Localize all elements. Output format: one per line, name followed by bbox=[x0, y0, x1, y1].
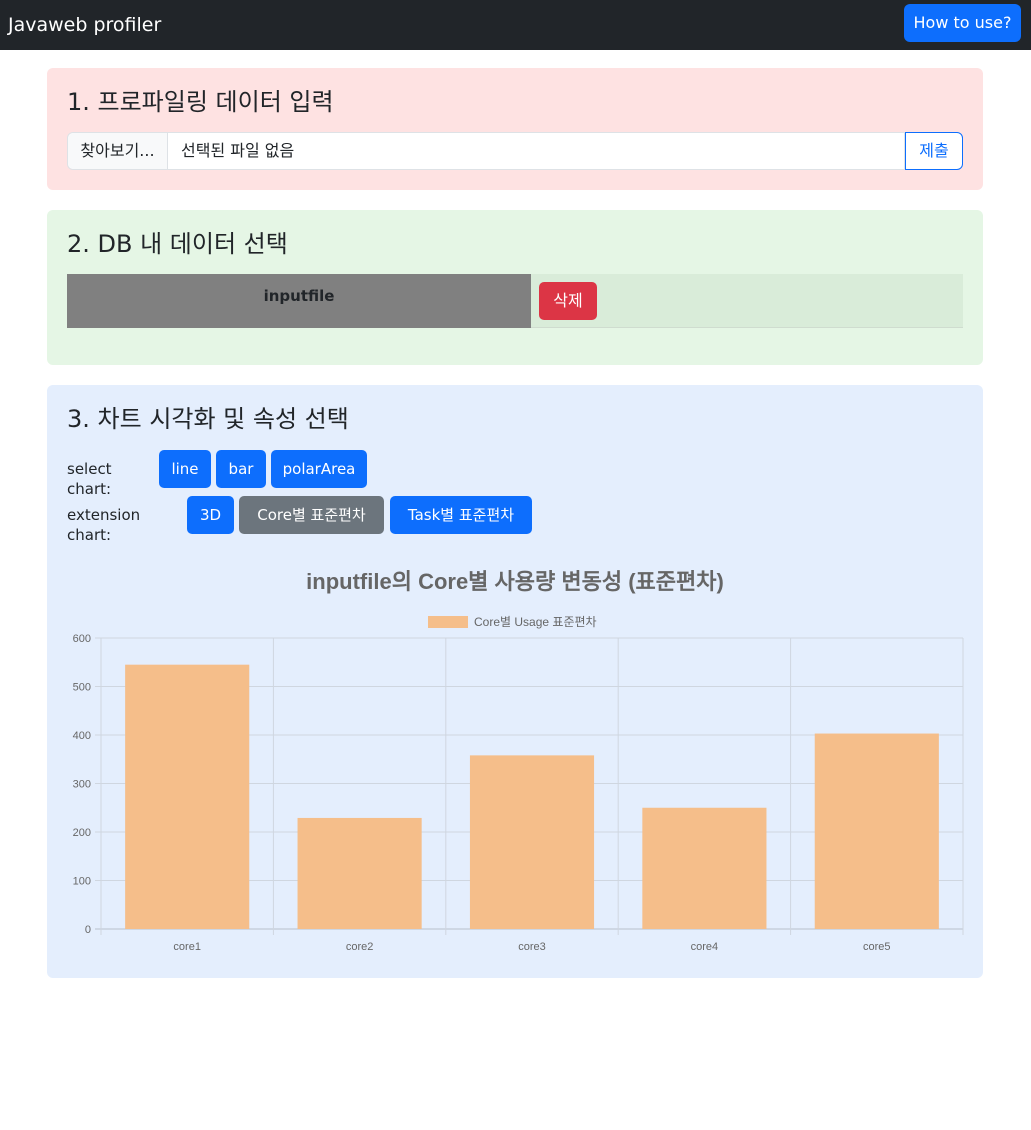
x-tick-label: core2 bbox=[346, 941, 374, 953]
file-input[interactable]: 찾아보기... 선택된 파일 없음 bbox=[67, 132, 905, 170]
bar-chart: inputfile의 Core별 사용량 변동성 (표준편차) Core별 Us… bbox=[73, 569, 964, 953]
x-tick-label: core4 bbox=[691, 941, 719, 953]
y-tick-label: 0 bbox=[85, 924, 91, 936]
bar-core4 bbox=[642, 807, 767, 929]
polar-area-chart-button[interactable]: polarArea bbox=[271, 450, 367, 488]
upload-panel: 1. 프로파일링 데이터 입력 찾아보기... 선택된 파일 없음 제출 bbox=[47, 68, 983, 190]
select-chart-label: select chart: bbox=[67, 460, 112, 498]
line-chart-button[interactable]: line bbox=[159, 450, 211, 488]
y-tick-label: 500 bbox=[73, 682, 91, 694]
bar-chart-button[interactable]: bar bbox=[216, 450, 266, 488]
y-tick-label: 400 bbox=[73, 730, 91, 742]
legend-swatch bbox=[428, 616, 468, 628]
navbar: Javaweb profiler How to use? bbox=[0, 0, 1031, 50]
file-status-text: 선택된 파일 없음 bbox=[181, 141, 295, 160]
bar-core5 bbox=[814, 733, 939, 929]
how-to-use-button[interactable]: How to use? bbox=[904, 4, 1021, 42]
db-action-cell: 삭제 bbox=[531, 274, 963, 328]
chart-panel: 3. 차트 시각화 및 속성 선택 select chart: line bar… bbox=[47, 385, 983, 978]
y-tick-label: 200 bbox=[73, 827, 91, 839]
legend-label: Core별 Usage 표준편차 bbox=[474, 615, 597, 629]
table-row: inputfile 삭제 bbox=[67, 274, 963, 328]
brand-title[interactable]: Javaweb profiler bbox=[8, 14, 162, 36]
delete-button[interactable]: 삭제 bbox=[539, 282, 597, 320]
x-tick-label: core3 bbox=[518, 941, 546, 953]
y-tick-label: 300 bbox=[73, 779, 91, 791]
y-tick-label: 100 bbox=[73, 876, 91, 888]
extension-chart-label: extension chart: bbox=[67, 506, 141, 544]
3d-chart-button[interactable]: 3D bbox=[187, 496, 234, 534]
x-tick-label: core1 bbox=[173, 941, 201, 953]
db-file-name[interactable]: inputfile bbox=[67, 274, 531, 328]
bar-core3 bbox=[469, 755, 595, 929]
submit-button[interactable]: 제출 bbox=[905, 132, 963, 170]
y-axis: 0 100 200 300 400 500 600 bbox=[73, 633, 91, 936]
y-tick-label: 600 bbox=[73, 633, 91, 645]
browse-button[interactable]: 찾아보기... bbox=[68, 133, 168, 169]
chart-legend[interactable]: Core별 Usage 표준편차 bbox=[428, 615, 597, 629]
chart-panel-title: 3. 차트 시각화 및 속성 선택 bbox=[67, 405, 349, 433]
bar-core2 bbox=[297, 817, 422, 929]
bar-core1 bbox=[125, 664, 250, 929]
x-tick-label: core5 bbox=[863, 941, 891, 953]
chart-title: inputfile의 Core별 사용량 변동성 (표준편차) bbox=[306, 569, 724, 594]
db-panel-title: 2. DB 내 데이터 선택 bbox=[67, 230, 288, 258]
db-panel: 2. DB 내 데이터 선택 inputfile 삭제 bbox=[47, 210, 983, 365]
upload-panel-title: 1. 프로파일링 데이터 입력 bbox=[67, 88, 334, 116]
x-axis: core1 core2 core3 core4 core5 bbox=[173, 941, 890, 953]
task-stddev-button[interactable]: Task별 표준편차 bbox=[390, 496, 532, 534]
core-stddev-button[interactable]: Core별 표준편차 bbox=[239, 496, 384, 534]
chart-bars bbox=[125, 664, 939, 929]
